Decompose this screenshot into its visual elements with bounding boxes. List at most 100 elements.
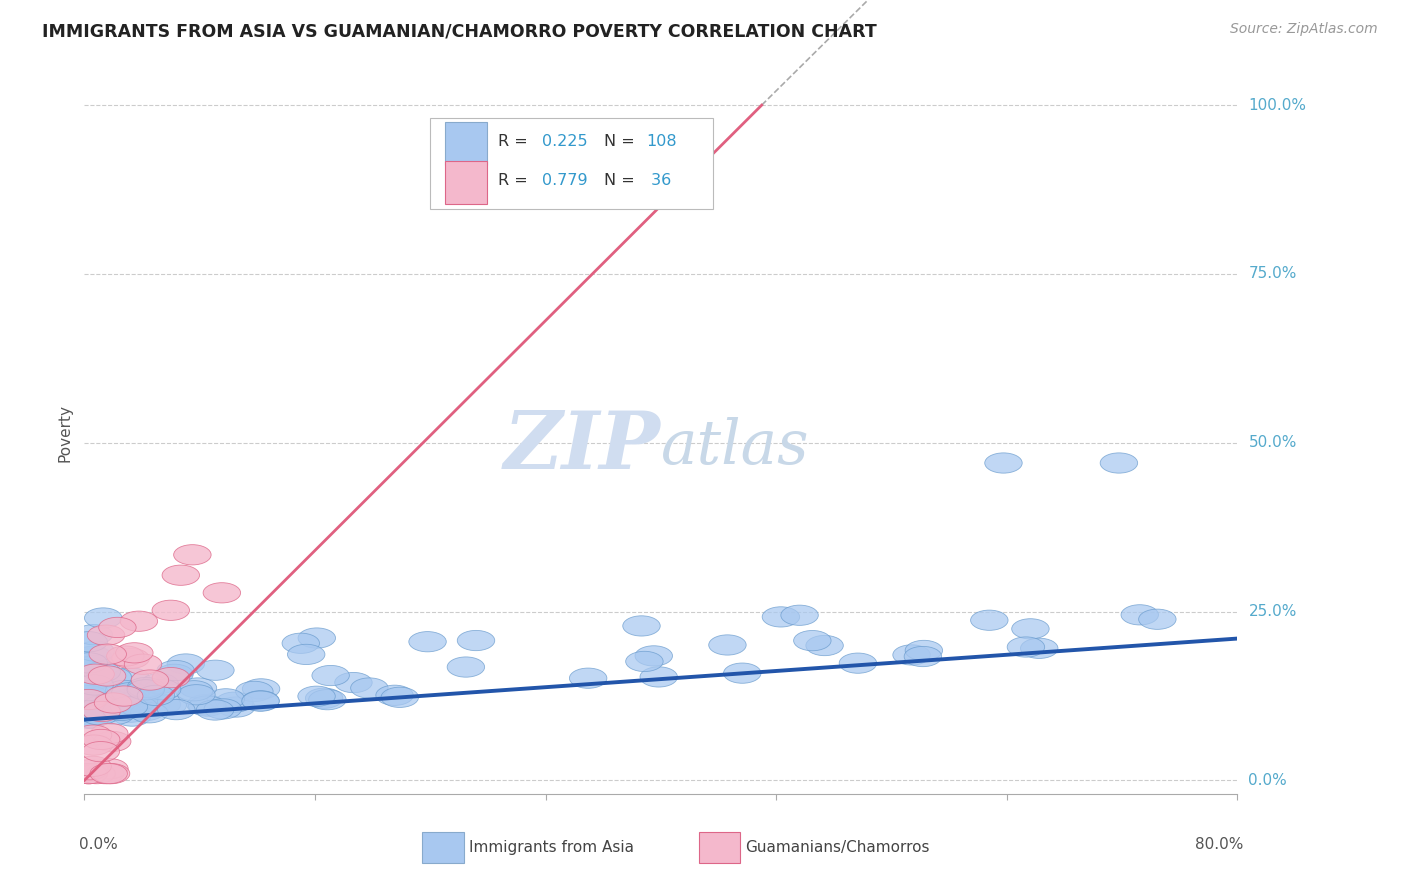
Ellipse shape <box>70 764 107 784</box>
Ellipse shape <box>124 683 162 704</box>
Ellipse shape <box>970 610 1008 631</box>
Ellipse shape <box>242 690 280 711</box>
Ellipse shape <box>381 687 419 707</box>
Ellipse shape <box>1012 619 1049 639</box>
Ellipse shape <box>152 600 190 621</box>
Ellipse shape <box>111 689 149 709</box>
Ellipse shape <box>283 633 319 654</box>
Ellipse shape <box>70 708 108 729</box>
Ellipse shape <box>623 615 661 636</box>
Ellipse shape <box>1021 638 1057 658</box>
Ellipse shape <box>141 673 179 694</box>
Ellipse shape <box>179 678 217 698</box>
Ellipse shape <box>780 605 818 625</box>
Text: IMMIGRANTS FROM ASIA VS GUAMANIAN/CHAMORRO POVERTY CORRELATION CHART: IMMIGRANTS FROM ASIA VS GUAMANIAN/CHAMOR… <box>42 22 877 40</box>
Ellipse shape <box>70 685 107 706</box>
Ellipse shape <box>77 641 114 661</box>
Ellipse shape <box>312 665 349 686</box>
Ellipse shape <box>76 706 114 726</box>
Ellipse shape <box>309 690 346 710</box>
Ellipse shape <box>70 632 107 652</box>
Text: atlas: atlas <box>661 417 810 477</box>
Ellipse shape <box>197 660 235 681</box>
Ellipse shape <box>103 698 139 718</box>
Ellipse shape <box>215 692 253 713</box>
Ellipse shape <box>94 667 132 688</box>
Ellipse shape <box>90 702 127 722</box>
Ellipse shape <box>904 647 942 666</box>
Ellipse shape <box>1139 609 1175 630</box>
Ellipse shape <box>98 617 136 638</box>
Ellipse shape <box>111 682 149 703</box>
Text: 0.225: 0.225 <box>543 134 588 149</box>
Ellipse shape <box>157 660 194 681</box>
Ellipse shape <box>94 693 132 713</box>
Ellipse shape <box>90 723 128 744</box>
Ellipse shape <box>709 635 747 655</box>
Ellipse shape <box>1099 453 1137 473</box>
Text: 100.0%: 100.0% <box>1249 97 1306 112</box>
Text: ZIP: ZIP <box>503 409 661 486</box>
Ellipse shape <box>75 735 112 756</box>
Ellipse shape <box>90 764 128 784</box>
Ellipse shape <box>174 545 211 565</box>
Ellipse shape <box>75 756 111 776</box>
Y-axis label: Poverty: Poverty <box>58 403 73 462</box>
Ellipse shape <box>70 653 107 673</box>
Ellipse shape <box>84 700 121 721</box>
Text: 50.0%: 50.0% <box>1249 435 1296 450</box>
Text: N =: N = <box>605 173 640 188</box>
Ellipse shape <box>177 685 215 705</box>
Text: R =: R = <box>498 173 533 188</box>
Text: 0.0%: 0.0% <box>79 838 117 852</box>
Ellipse shape <box>131 703 167 723</box>
Ellipse shape <box>70 657 107 677</box>
Ellipse shape <box>83 730 120 749</box>
Ellipse shape <box>127 677 165 698</box>
Ellipse shape <box>375 685 413 706</box>
Ellipse shape <box>80 705 118 725</box>
Ellipse shape <box>83 701 121 722</box>
Ellipse shape <box>128 700 165 721</box>
Ellipse shape <box>124 654 162 674</box>
Ellipse shape <box>70 764 107 784</box>
FancyBboxPatch shape <box>422 832 464 863</box>
Text: 75.0%: 75.0% <box>1249 267 1296 282</box>
Ellipse shape <box>112 668 149 688</box>
Ellipse shape <box>89 702 127 723</box>
Ellipse shape <box>76 699 114 720</box>
Ellipse shape <box>202 582 240 603</box>
Text: 36: 36 <box>645 173 671 188</box>
FancyBboxPatch shape <box>446 161 486 203</box>
Ellipse shape <box>447 657 485 677</box>
Text: 0.0%: 0.0% <box>1249 772 1286 788</box>
Ellipse shape <box>162 566 200 585</box>
Ellipse shape <box>457 631 495 650</box>
Ellipse shape <box>83 696 121 715</box>
Text: Guamanians/Chamorros: Guamanians/Chamorros <box>745 840 929 855</box>
Ellipse shape <box>156 665 193 684</box>
Ellipse shape <box>111 702 149 723</box>
Ellipse shape <box>242 691 280 711</box>
Ellipse shape <box>115 643 153 663</box>
Ellipse shape <box>762 607 800 627</box>
FancyBboxPatch shape <box>446 122 486 165</box>
Ellipse shape <box>839 653 877 673</box>
Ellipse shape <box>305 688 343 708</box>
Ellipse shape <box>127 680 165 700</box>
Ellipse shape <box>87 625 125 645</box>
Ellipse shape <box>70 681 107 701</box>
Ellipse shape <box>806 635 844 656</box>
Ellipse shape <box>236 681 273 701</box>
Ellipse shape <box>75 670 111 690</box>
Ellipse shape <box>89 665 125 686</box>
Ellipse shape <box>89 644 127 665</box>
Ellipse shape <box>1007 637 1045 657</box>
Ellipse shape <box>107 646 143 666</box>
Ellipse shape <box>83 662 121 681</box>
Ellipse shape <box>121 690 157 710</box>
Ellipse shape <box>143 680 181 700</box>
Ellipse shape <box>86 764 124 784</box>
Ellipse shape <box>132 697 170 717</box>
FancyBboxPatch shape <box>699 832 741 863</box>
